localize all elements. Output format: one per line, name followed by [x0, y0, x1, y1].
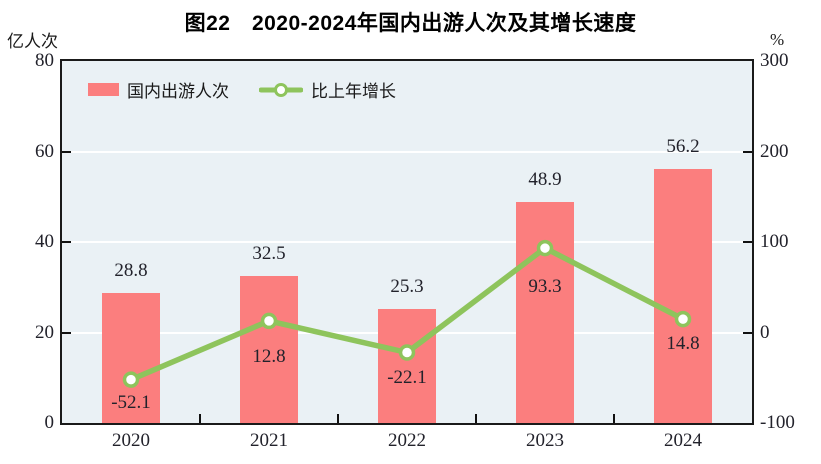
legend: 国内出游人次 比上年增长	[88, 77, 396, 102]
bar-value-label: 28.8	[114, 259, 148, 281]
legend-bar-swatch-icon	[88, 83, 119, 96]
y-axis-label-left: 80	[35, 50, 54, 71]
x-axis-tick	[613, 414, 615, 423]
left-axis-unit-label: 亿人次	[7, 32, 58, 51]
gridline	[62, 241, 752, 243]
x-axis-tick	[199, 414, 201, 423]
y-axis-label-left: 20	[35, 321, 54, 343]
bar	[240, 275, 298, 423]
x-axis-tick	[475, 414, 477, 423]
bar	[102, 292, 160, 423]
left-axis-tick	[62, 150, 71, 153]
x-axis-label: 2023	[526, 430, 564, 451]
right-axis-tick	[743, 241, 752, 243]
line-point-marker	[536, 239, 554, 257]
bar	[378, 308, 436, 423]
bar-value-label: 25.3	[390, 275, 424, 297]
bar-value-label: 32.5	[252, 242, 286, 264]
legend-bar-label: 国内出游人次	[127, 82, 229, 101]
y-axis-label-right: 300	[760, 50, 789, 71]
line-value-label: 12.8	[252, 345, 286, 367]
x-axis-label: 2022	[388, 430, 426, 451]
y-axis-label-right: 100	[760, 231, 789, 252]
x-axis-label: 2020	[112, 430, 150, 451]
gridline	[62, 150, 752, 153]
line-point-marker	[398, 344, 416, 361]
legend-line-marker-icon	[259, 82, 303, 97]
y-axis-label-left: 40	[35, 231, 54, 252]
y-axis-label-right: 200	[760, 140, 789, 162]
y-axis-label-left: 60	[35, 140, 54, 162]
line-point-marker	[122, 371, 140, 388]
left-axis-tick	[62, 331, 71, 334]
plot-area: 国内出游人次 比上年增长 28.8 32.5 25.3 48.9 56.2 -52.1 12…	[62, 61, 752, 423]
right-axis-tick	[743, 331, 752, 334]
line-value-label: 14.8	[666, 333, 700, 355]
legend-item-line-series: 比上年增长	[259, 77, 396, 102]
right-axis-unit-label: %	[770, 30, 785, 49]
bar	[654, 168, 712, 423]
bar-value-label: 56.2	[666, 135, 700, 157]
bar-value-label: 48.9	[528, 168, 562, 190]
left-axis-tick	[62, 241, 71, 243]
y-axis-label-right: 0	[760, 321, 770, 343]
line-value-label: 93.3	[528, 276, 562, 298]
legend-line-label: 比上年增长	[311, 82, 396, 101]
line-point-marker	[674, 310, 692, 328]
x-axis-tick	[337, 414, 339, 423]
x-axis-label: 2024	[664, 430, 702, 451]
legend-item-bar-series: 国内出游人次	[88, 77, 229, 102]
chart-title: 图22 2020-2024年国内出游人次及其增长速度	[184, 12, 637, 35]
line-value-label: -22.1	[387, 366, 427, 388]
bar	[516, 201, 574, 423]
growth-line-series	[122, 239, 692, 388]
y-axis-label-left: 0	[44, 412, 55, 433]
line-value-label: -52.1	[111, 391, 151, 413]
right-axis-tick	[743, 150, 752, 153]
line-point-marker	[260, 312, 278, 330]
y-axis-label-right: -100	[760, 412, 795, 433]
x-axis-label: 2021	[250, 430, 288, 451]
